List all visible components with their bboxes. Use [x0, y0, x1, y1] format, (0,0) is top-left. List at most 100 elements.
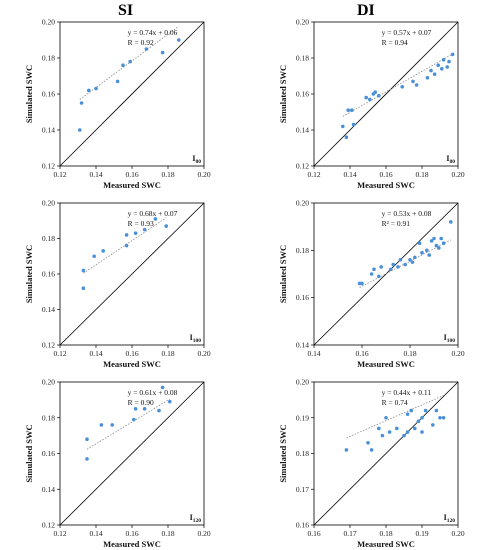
chart-panel-5: 0.12 0.14 0.16 0.18 0.20 0.12 0.14 0.16 0.18 0.20…	[24, 378, 211, 550]
data-point	[351, 122, 356, 127]
data-point	[420, 415, 424, 420]
data-point	[405, 412, 410, 416]
x-tick-label: 0.16	[125, 170, 138, 179]
data-point	[128, 59, 132, 64]
x-tick-label: 0.18	[415, 170, 428, 179]
x-tick-label: 0.16	[355, 349, 368, 358]
y-axis-label: Simulated SWC	[24, 424, 34, 482]
data-point	[408, 258, 412, 262]
y-tick-label: 0.20	[296, 378, 309, 387]
data-point	[447, 59, 451, 64]
x-tick-label: 0.12	[307, 170, 320, 179]
y-tick-label: 0.14	[42, 305, 55, 314]
y-axis-label: Simulated SWC	[278, 424, 288, 482]
y-tick-label: 0.16	[296, 293, 309, 302]
x-tick-label: 0.14	[89, 529, 102, 538]
data-point	[110, 423, 114, 427]
x-tick-label: 0.14	[89, 349, 102, 358]
x-tick-label: 0.16	[379, 170, 392, 179]
y-tick-label: 0.14	[296, 126, 309, 135]
x-tick-label: 0.18	[403, 349, 416, 358]
data-point	[133, 407, 138, 411]
x-tick-label: 0.14	[343, 170, 356, 179]
y-tick-label: 0.18	[296, 449, 309, 458]
data-point	[142, 407, 147, 411]
chart-panel-1: 0.12 0.14 0.16 0.18 0.20 0.12 0.14 0.16 0.18 0.20…	[24, 18, 211, 191]
data-point	[431, 423, 435, 427]
x-tick-label: 0.19	[415, 529, 428, 538]
identity-line	[59, 21, 205, 167]
y-tick-label: 0.18	[42, 54, 55, 63]
identity-line	[313, 202, 459, 346]
data-point	[402, 433, 406, 438]
data-point	[432, 236, 436, 241]
y-tick-label: 0.18	[296, 54, 309, 63]
data-point	[344, 135, 349, 139]
x-axis-label: Measured SWC	[357, 359, 415, 369]
data-point	[153, 217, 158, 221]
panel-tag: I100	[444, 333, 456, 344]
chart-panel-2: 0.12 0.14 0.16 0.18 0.20 0.12 0.14 0.16 0.18 0.20…	[278, 18, 465, 191]
y-tick-label: 0.20	[42, 199, 55, 208]
data-point	[434, 243, 439, 248]
regression-equation: y = 0.74x + 0.06	[128, 28, 178, 37]
data-point	[441, 58, 446, 62]
data-point	[377, 274, 381, 279]
data-point	[450, 52, 455, 57]
x-tick-label: 0.12	[53, 529, 66, 538]
column-title-si: SI	[118, 2, 134, 19]
correlation-label: R = 0.74	[382, 398, 408, 407]
data-point	[425, 248, 429, 253]
regression-equation: y = 0.53x + 0.08	[382, 209, 432, 218]
data-point	[360, 281, 364, 286]
data-point	[81, 268, 86, 273]
y-tick-label: 0.14	[42, 126, 55, 135]
y-tick-label: 0.17	[296, 485, 309, 494]
data-point	[423, 408, 428, 413]
data-point	[389, 267, 393, 272]
y-tick-label: 0.16	[42, 90, 55, 99]
x-tick-label: 0.18	[161, 170, 174, 179]
x-tick-label: 0.20	[451, 529, 464, 538]
data-point	[379, 265, 384, 269]
data-point	[429, 68, 433, 73]
data-point	[414, 83, 419, 87]
x-tick-label: 0.16	[125, 349, 138, 358]
data-point	[115, 79, 120, 84]
y-tick-label: 0.20	[296, 18, 309, 27]
data-point	[420, 250, 424, 255]
data-point	[441, 415, 446, 420]
x-tick-label: 0.14	[89, 170, 102, 179]
chart-panel-4: 0.14 0.16 0.18 0.20 0.14 0.16 0.18 0.20 Measured…	[278, 199, 465, 370]
data-point	[420, 430, 424, 434]
y-tick-label: 0.16	[296, 521, 309, 530]
x-tick-label: 0.14	[307, 349, 320, 358]
data-point	[341, 124, 345, 129]
data-point	[92, 254, 96, 259]
data-point	[384, 415, 388, 420]
data-point	[350, 108, 354, 112]
regression-equation: y = 0.57x + 0.07	[382, 28, 432, 37]
panel-tag: I120	[444, 513, 456, 524]
data-point	[366, 440, 370, 445]
trend-line	[86, 398, 171, 450]
x-tick-label: 0.16	[307, 529, 320, 538]
data-point	[405, 430, 410, 434]
x-tick-label: 0.20	[197, 170, 210, 179]
data-point	[413, 255, 417, 260]
data-point	[400, 85, 405, 89]
y-tick-label: 0.16	[42, 449, 55, 458]
correlation-label: R = 0.94	[382, 38, 408, 47]
data-point	[85, 457, 89, 461]
data-point	[438, 415, 442, 420]
data-point	[429, 239, 434, 243]
data-point	[142, 227, 147, 232]
x-axis-label: Measured SWC	[357, 539, 415, 549]
y-tick-label: 0.19	[296, 413, 309, 422]
y-axis-label: Simulated SWC	[278, 245, 288, 303]
chart-panel-6: 0.16 0.17 0.18 0.19 0.20 0.16 0.17 0.18 0.19 0.20…	[278, 378, 465, 550]
data-point	[124, 243, 129, 248]
data-point	[344, 448, 349, 452]
correlation-label: R² = 0.91	[382, 219, 411, 228]
data-point	[101, 249, 105, 253]
